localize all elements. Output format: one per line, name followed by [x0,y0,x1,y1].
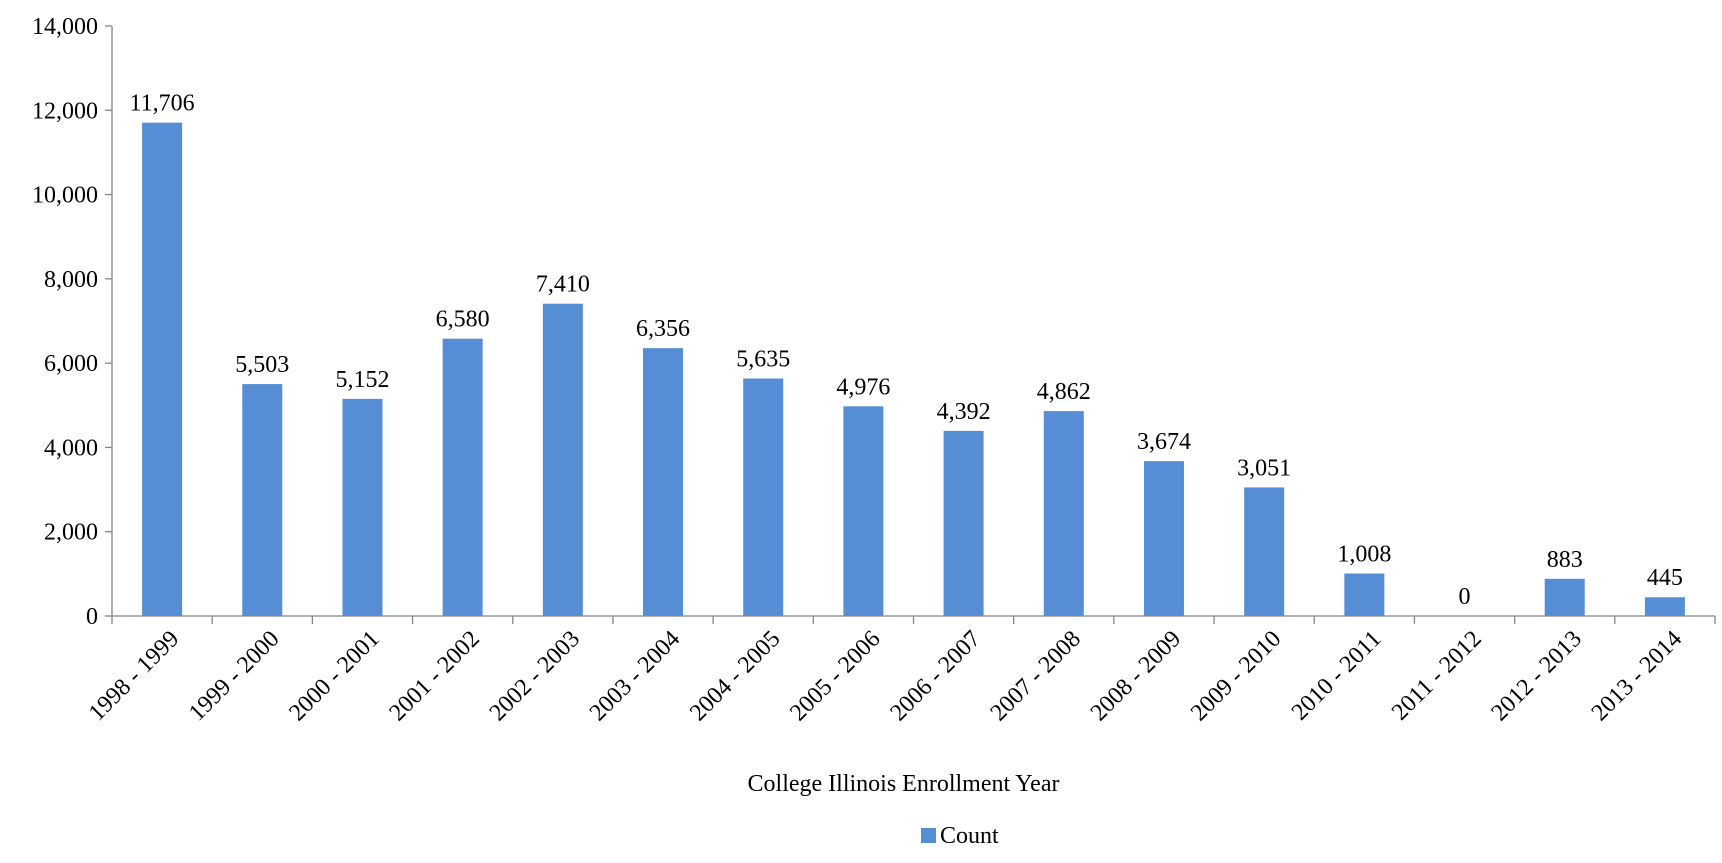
x-tick-label: 1998 - 1999 [84,626,184,726]
y-tick-label: 10,000 [32,183,98,209]
x-tick-label: 2013 - 2014 [1587,626,1687,726]
data-label: 3,674 [1137,429,1191,455]
x-tick-label: 2004 - 2005 [685,626,785,726]
data-label: 5,635 [736,347,790,373]
x-tick-label: 2000 - 2001 [284,626,384,726]
x-tick-label: 1999 - 2000 [184,626,284,726]
x-tick-label: 2005 - 2006 [785,626,885,726]
y-tick-label: 2,000 [44,520,98,546]
x-tick-label: 2012 - 2013 [1487,626,1587,726]
x-tick-label: 2006 - 2007 [885,626,985,726]
y-tick-label: 14,000 [32,14,98,40]
bar [843,406,884,616]
bar [142,122,183,616]
y-tick-label: 8,000 [44,267,98,293]
y-axis-ticks: 0 2,000 4,000 6,000 8,000 10,000 12,000 14,000 [32,14,112,630]
data-label: 6,356 [636,316,690,342]
bars-group [142,122,1685,616]
data-label: 0 [1459,584,1471,610]
legend-label-count: Count [940,823,999,849]
bar [442,338,483,616]
data-label: 5,503 [235,352,289,378]
bar [1644,597,1685,616]
data-label: 4,392 [937,399,991,425]
bar [1143,461,1184,616]
bar [242,384,283,616]
data-label: 4,976 [836,374,890,400]
data-label: 6,580 [436,307,490,333]
legend: Count [921,823,999,849]
bar [1344,573,1385,616]
data-labels-group: 11,706 5,503 5,152 6,580 7,410 6,356 5,635 4,97… [130,91,1683,610]
bar [943,430,984,616]
bar [643,348,684,616]
bar [1244,487,1285,616]
x-axis-title: College Illinois Enrollment Year [748,771,1060,797]
x-tick-label: 2002 - 2003 [485,626,585,726]
data-label: 1,008 [1337,542,1391,568]
y-tick-label: 12,000 [32,98,98,124]
y-tick-label: 0 [86,604,98,630]
data-label: 3,051 [1237,455,1291,481]
data-label: 883 [1547,547,1583,573]
bar [342,398,383,616]
data-label: 4,862 [1037,379,1091,405]
data-label: 7,410 [536,272,590,298]
bar [1544,578,1585,616]
x-tick-label: 2010 - 2011 [1287,626,1387,726]
data-label: 445 [1647,565,1683,591]
data-label: 5,152 [335,367,389,393]
x-tick-label: 2009 - 2010 [1186,626,1286,726]
x-tick-label: 2007 - 2008 [986,626,1086,726]
x-axis-ticks: 1998 - 1999 1999 - 2000 2000 - 2001 2001 - … [84,616,1716,726]
x-tick-label: 2008 - 2009 [1086,626,1186,726]
x-tick-label: 2011 - 2012 [1387,626,1487,726]
y-tick-label: 4,000 [44,435,98,461]
data-label: 11,706 [130,91,195,117]
x-tick-label: 2001 - 2002 [384,626,484,726]
x-tick-label: 2003 - 2004 [585,626,685,726]
y-tick-label: 6,000 [44,351,98,377]
bar [1043,411,1084,616]
bar [542,303,583,616]
legend-swatch [921,828,936,843]
bar [743,378,784,616]
